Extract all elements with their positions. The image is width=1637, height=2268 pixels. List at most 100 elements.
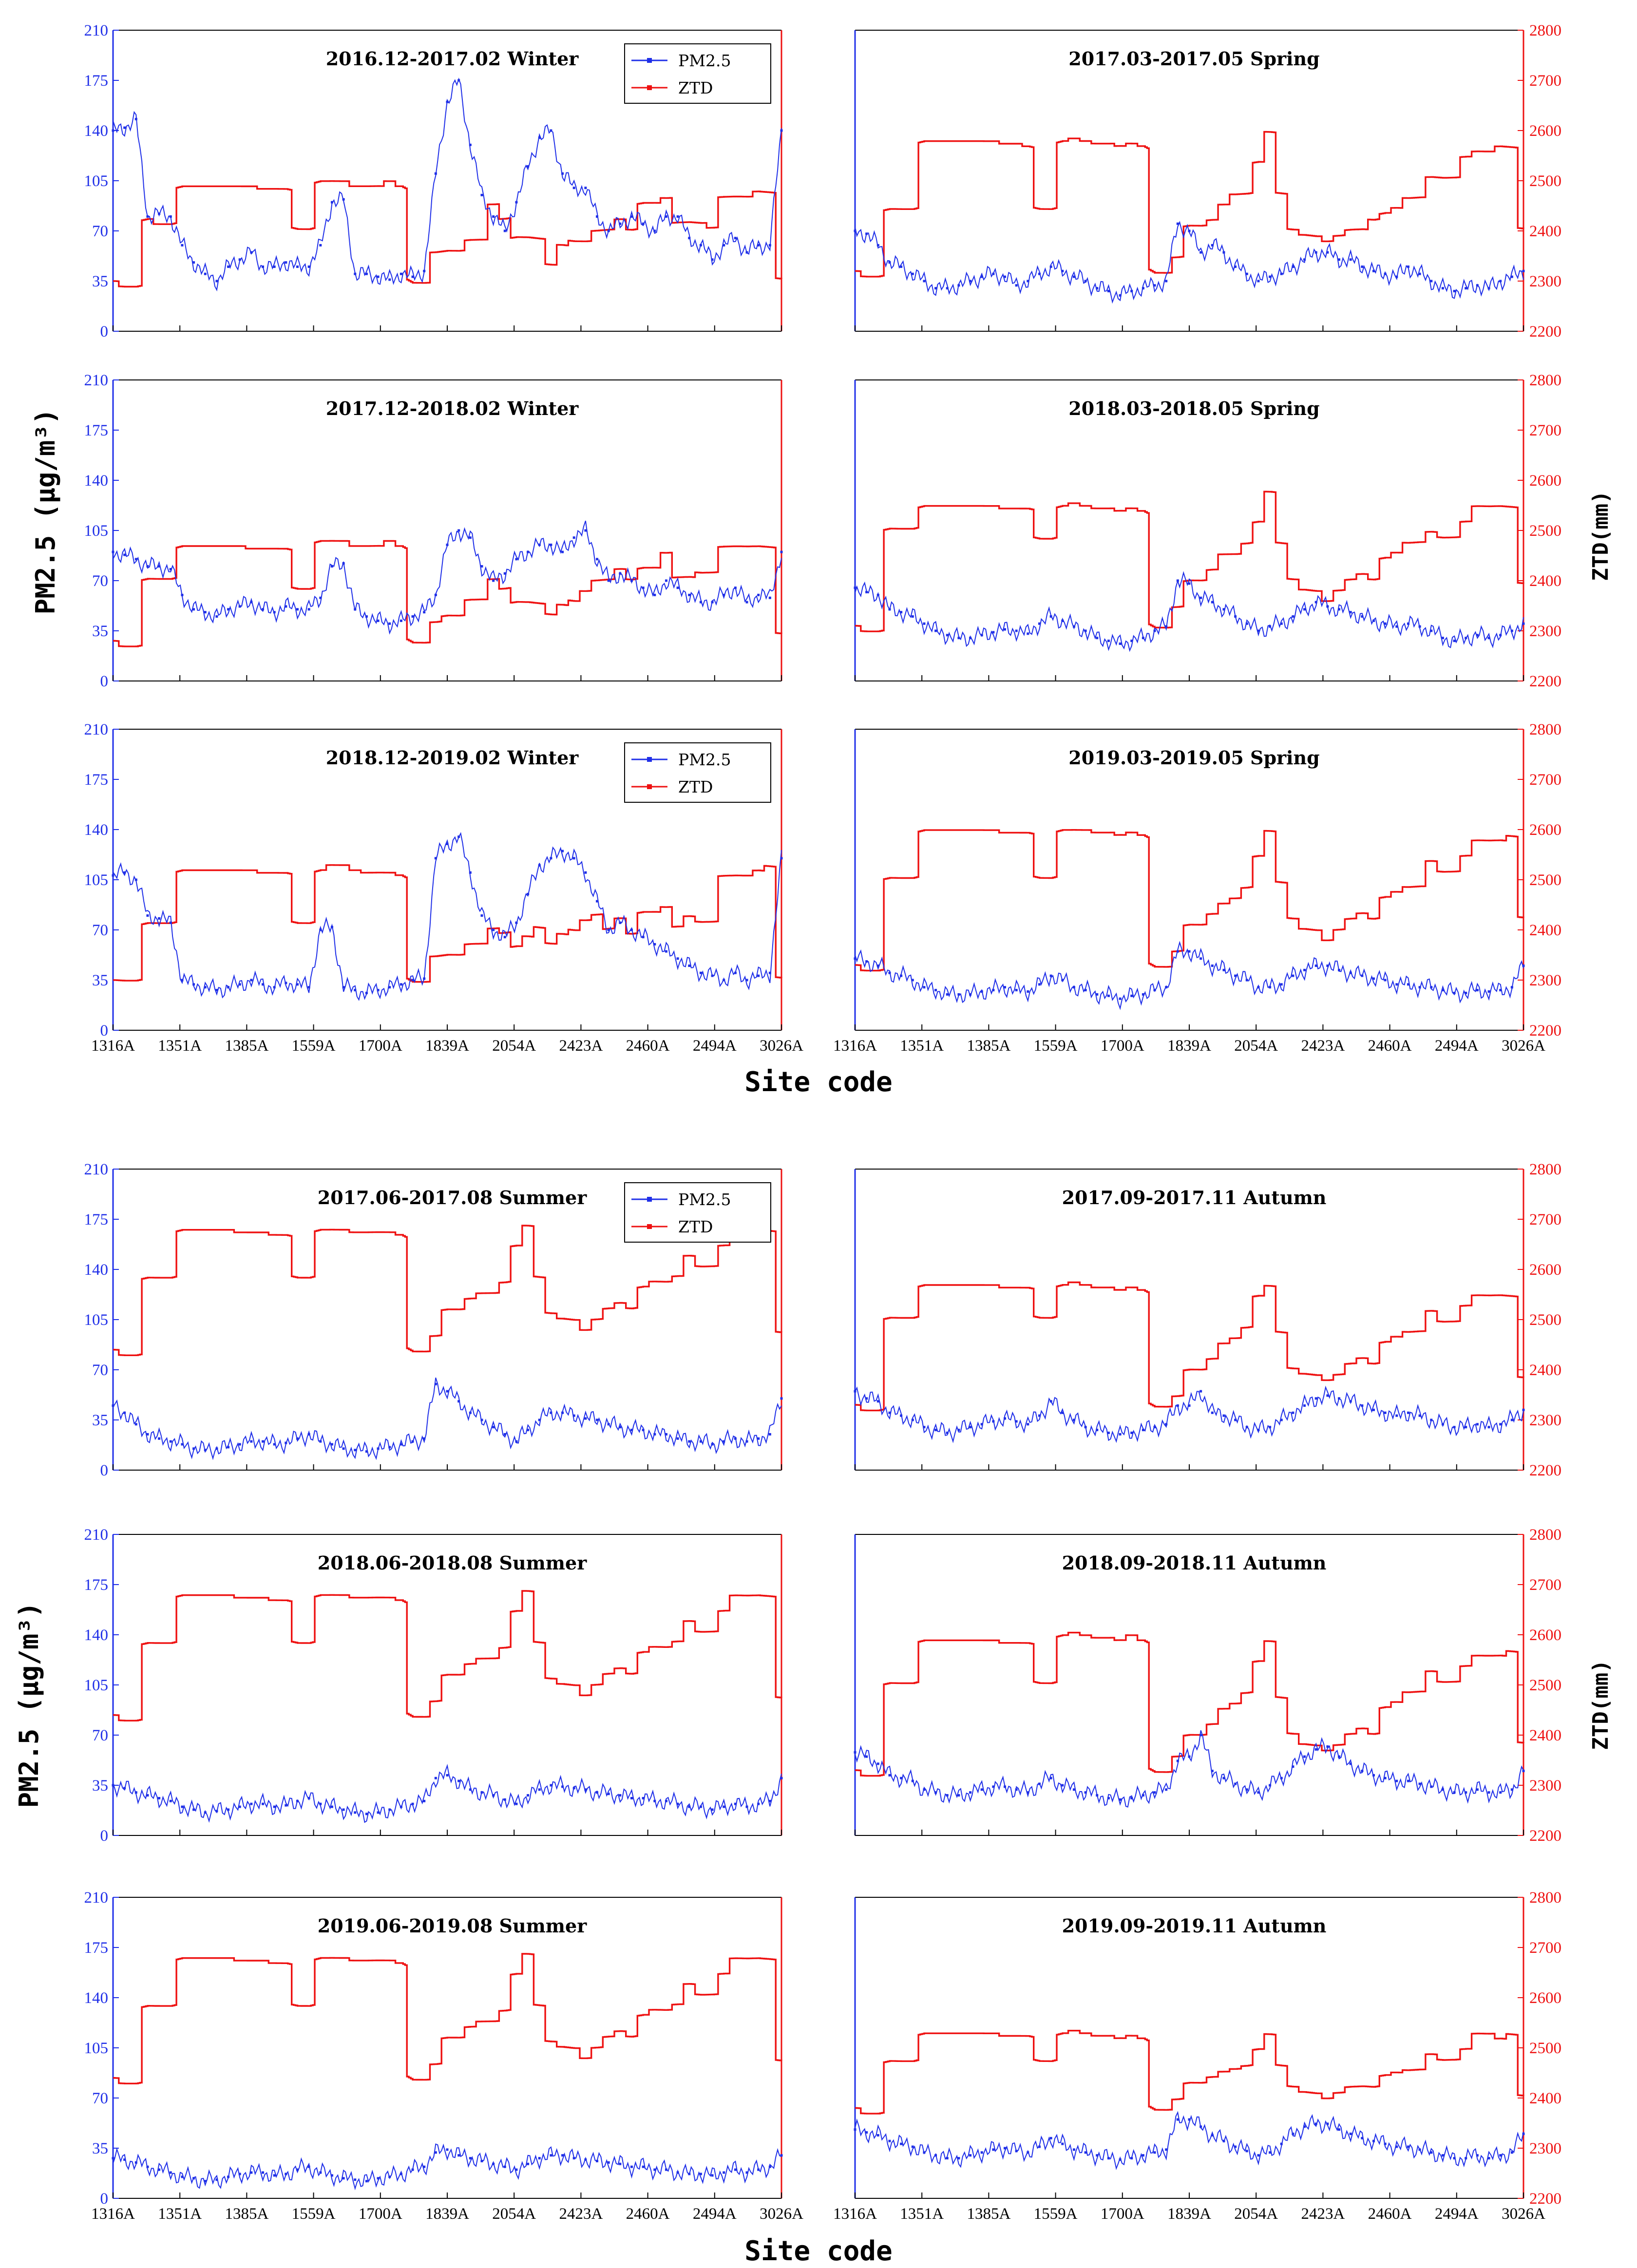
pm25-series-line xyxy=(855,571,1524,652)
right-tick-label: 2800 xyxy=(1529,1889,1561,1907)
pm25-point xyxy=(992,2148,995,2151)
pm25-point xyxy=(169,215,172,218)
left-tick-label: 140 xyxy=(84,1989,109,2007)
pm25-point xyxy=(768,971,771,974)
pm25-point xyxy=(169,921,172,924)
pm25-point xyxy=(388,2175,391,2178)
pm25-point xyxy=(1084,629,1087,632)
pm25-point xyxy=(768,1433,771,1436)
pm25-point xyxy=(619,1426,622,1429)
right-tick-label: 2600 xyxy=(1529,1261,1561,1279)
pm25-point xyxy=(900,1777,903,1779)
left-tick-label: 140 xyxy=(84,472,109,490)
pm25-point xyxy=(354,608,357,611)
pm25-point xyxy=(911,272,914,275)
pm25-point xyxy=(934,629,937,632)
pm25-point xyxy=(1176,222,1179,225)
right-tick-label: 2400 xyxy=(1529,223,1561,240)
ztd-series-line xyxy=(113,1225,782,1356)
pm25-point xyxy=(561,1411,564,1414)
pm25-point xyxy=(469,871,472,874)
pm25-point xyxy=(296,1799,299,1802)
pm25-point xyxy=(688,1440,691,1443)
pm25-point xyxy=(1222,968,1225,971)
pm25-point xyxy=(969,1426,972,1429)
pm25-point xyxy=(1292,2133,1294,2136)
pm25-point xyxy=(423,611,426,614)
pm25-point xyxy=(377,1447,380,1450)
panel-11: 0 35 70 105 140 175 210 1316A 1351A 1385A 1559A 170… xyxy=(84,1889,804,2223)
pm25-point xyxy=(957,2157,960,2160)
right-tick-label: 2400 xyxy=(1529,2090,1561,2107)
x-axis-title-bottom: Site code xyxy=(744,2235,892,2267)
pm25-point xyxy=(699,244,702,246)
pm25-point xyxy=(181,2175,184,2178)
pm25-point xyxy=(1061,269,1064,272)
pm25-point xyxy=(388,1808,391,1811)
pm25-point xyxy=(1499,1791,1502,1794)
pm25-point xyxy=(1211,244,1214,246)
pm25-point xyxy=(946,1431,949,1434)
pm25-point xyxy=(469,143,472,146)
pm25-point xyxy=(469,2157,472,2160)
pm25-point xyxy=(1476,989,1479,992)
pm25-point xyxy=(354,272,357,275)
pm25-point xyxy=(296,265,299,268)
pm25-point xyxy=(134,878,137,881)
pm25-point xyxy=(250,601,253,604)
pm25-point xyxy=(1211,1770,1214,1773)
pm25-point xyxy=(400,619,402,622)
pm25-point xyxy=(561,550,564,553)
pm25-point xyxy=(192,983,195,986)
pm25-point xyxy=(181,244,184,246)
pm25-point xyxy=(900,1414,903,1417)
pm25-point xyxy=(1096,637,1099,640)
pm25-point xyxy=(561,850,564,852)
pm25-point xyxy=(1384,272,1387,275)
pm25-point xyxy=(1096,287,1099,290)
pm25-point xyxy=(1072,1418,1075,1421)
pm25-point xyxy=(181,593,184,596)
x-tick-label: 2460A xyxy=(1368,1037,1412,1055)
pm25-point xyxy=(1395,2145,1398,2148)
pm25-point xyxy=(607,1423,610,1426)
pm25-point xyxy=(1510,986,1513,989)
pm25-point xyxy=(1061,2142,1064,2145)
pm25-point xyxy=(1510,2151,1513,2154)
pm25-point xyxy=(1292,1765,1294,1768)
pm25-point xyxy=(1326,605,1329,608)
pm25-point xyxy=(969,637,972,640)
pm25-point xyxy=(923,1426,926,1429)
pm25-point xyxy=(946,287,949,290)
right-axis-title-top: ZTD(mm) xyxy=(1588,491,1613,581)
left-tick-label: 0 xyxy=(100,323,109,340)
pm25-point xyxy=(676,586,679,589)
pm25-point xyxy=(262,265,265,268)
pm25-point xyxy=(307,2165,310,2168)
pm25-point xyxy=(1049,1777,1052,1779)
left-tick-label: 210 xyxy=(84,1889,109,1907)
pm25-point xyxy=(630,1429,633,1432)
pm25-point xyxy=(1153,989,1156,992)
pm25-point xyxy=(1418,1782,1421,1785)
pm25-point xyxy=(1199,1390,1202,1393)
pm25-point xyxy=(112,550,114,553)
pm25-point xyxy=(457,1779,460,1782)
pm25-point xyxy=(711,1808,714,1811)
legend-ztd-label: ZTD xyxy=(678,777,713,796)
pm25-point xyxy=(377,989,380,992)
panel-title: 2019.06-2019.08 Summer xyxy=(318,1915,587,1937)
pm25-point xyxy=(699,2173,702,2175)
x-tick-label: 1839A xyxy=(425,2205,469,2223)
right-tick-label: 2800 xyxy=(1529,22,1561,39)
pm25-point xyxy=(630,579,633,582)
pm25-point xyxy=(1349,611,1352,614)
pm25-point xyxy=(711,974,714,977)
pm25-point xyxy=(204,986,207,989)
panel-7: 0 35 70 105 140 175 210 2017.06-2017.08 Summer P… xyxy=(84,1161,783,1479)
pm25-point xyxy=(1361,615,1364,618)
pm25-point xyxy=(1130,290,1133,293)
pm25-point xyxy=(123,2158,126,2161)
pm25-point xyxy=(1453,1426,1456,1429)
pm25-point xyxy=(1165,1788,1168,1791)
